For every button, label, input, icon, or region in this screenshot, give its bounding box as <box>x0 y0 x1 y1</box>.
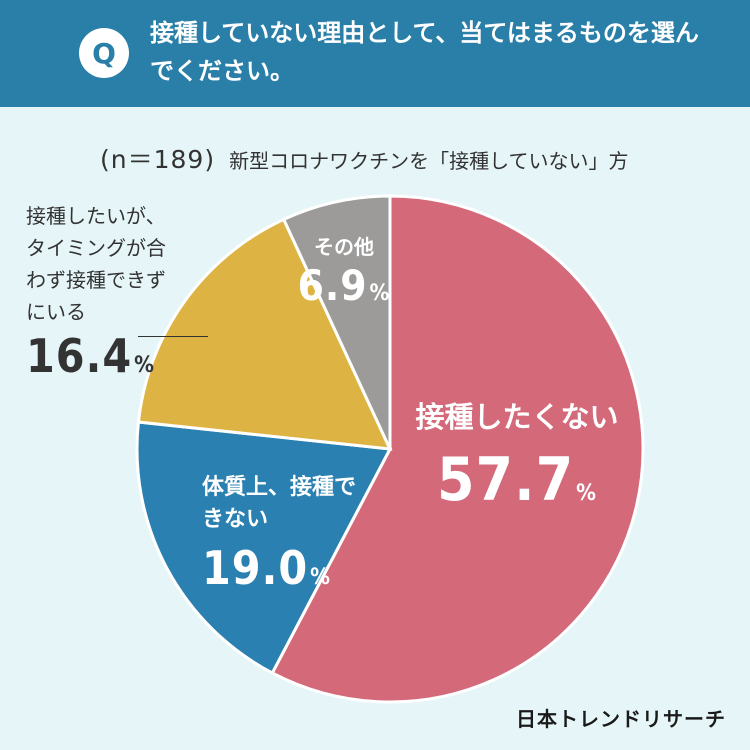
slice-value: 6.9% <box>297 261 391 310</box>
slice-name: 体質上、接種できない <box>202 475 357 532</box>
slice-label-cannot: 体質上、接種できない 19.0% <box>202 472 362 606</box>
slice-no-desire <box>270 194 645 704</box>
respondent-description: 新型コロナワクチンを「接種していない」方 <box>229 149 629 173</box>
slice-label-no-desire: 接種したくない 57.7% <box>412 398 622 530</box>
slice-value: 19.0% <box>202 541 331 595</box>
slice-label-timing: 接種したいが、タイミングが合わず接種できずにいる 16.4% <box>26 200 176 394</box>
brand-logo: 日本トレンドリサーチ <box>516 707 726 731</box>
slice-cannot <box>135 420 393 675</box>
slice-other <box>281 194 392 450</box>
slice-name: 接種したくない <box>415 400 619 434</box>
question-text: 接種していない理由として、当てはまるものを選んでください。 <box>150 19 699 85</box>
chart-subtitle: (n＝189) 新型コロナワクチンを「接種していない」方 <box>100 140 628 174</box>
leader-line <box>138 336 208 337</box>
slice-name: 接種したいが、タイミングが合わず接種できずにいる <box>26 204 166 324</box>
slice-value: 57.7% <box>436 445 598 515</box>
sample-size: (n＝189) <box>100 145 216 174</box>
question-banner: Q 接種していない理由として、当てはまるものを選んでください。 <box>0 0 750 107</box>
slice-timing <box>136 217 393 451</box>
slice-name: その他 <box>314 235 374 259</box>
slice-label-other: その他 6.9% <box>296 233 392 319</box>
q-badge: Q <box>79 28 129 78</box>
slice-value: 16.4% <box>26 329 155 383</box>
